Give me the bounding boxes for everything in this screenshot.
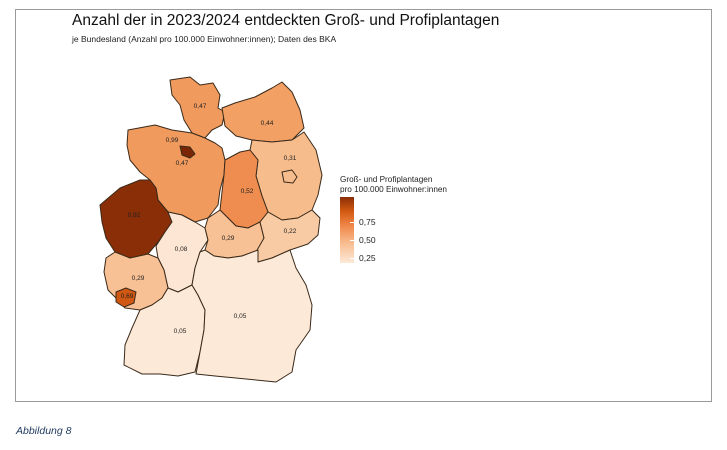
- legend-tick-025: 0,25: [359, 253, 376, 263]
- legend-title: Groß- und Profiplantagen pro 100.000 Ein…: [340, 175, 447, 195]
- state-value-label-bb: 0,31: [284, 155, 297, 162]
- map-subtitle: je Bundesland (Anzahl pro 100.000 Einwoh…: [72, 34, 337, 44]
- state-value-label-by: 0,05: [234, 313, 247, 320]
- state-value-label-sh: 0,47: [194, 103, 207, 110]
- legend-tick-mark: [350, 240, 354, 241]
- state-value-label-rp: 0,29: [132, 275, 145, 282]
- legend-tick-050: 0,50: [359, 235, 376, 245]
- state-ni: [126, 124, 226, 223]
- state-hb: [179, 145, 196, 159]
- state-value-label-hb: 0,99: [166, 137, 179, 144]
- legend: Groß- und Profiplantagen pro 100.000 Ein…: [340, 175, 500, 275]
- state-value-label-sn: 0,22: [284, 228, 297, 235]
- legend-tick-075: 0,75: [359, 217, 376, 227]
- legend-tick-mark: [350, 258, 354, 259]
- legend-title-line2: pro 100.000 Einwohner:innen: [340, 185, 447, 194]
- state-sh: [169, 76, 226, 139]
- figure-caption: Abbildung 8: [16, 425, 72, 437]
- legend-tick-mark: [350, 222, 354, 223]
- state-value-label-he: 0,08: [175, 246, 188, 253]
- state-value-label-sl: 0,69: [121, 293, 134, 300]
- state-value-label-nw: 0,92: [128, 212, 141, 219]
- state-be: [281, 169, 298, 184]
- state-value-label-th: 0,29: [222, 235, 235, 242]
- state-sl: [115, 287, 137, 308]
- map-title: Anzahl der in 2023/2024 entdeckten Groß-…: [72, 12, 500, 29]
- state-value-label-st: 0,52: [241, 188, 254, 195]
- state-mv: [221, 81, 305, 143]
- legend-title-line1: Groß- und Profiplantagen: [340, 175, 433, 184]
- state-value-label-bw: 0,05: [174, 328, 187, 335]
- state-by: [191, 249, 313, 383]
- state-value-label-mv: 0,44: [261, 120, 274, 127]
- state-value-label-ni: 0,47: [176, 160, 189, 167]
- legend-color-scale: [340, 197, 354, 263]
